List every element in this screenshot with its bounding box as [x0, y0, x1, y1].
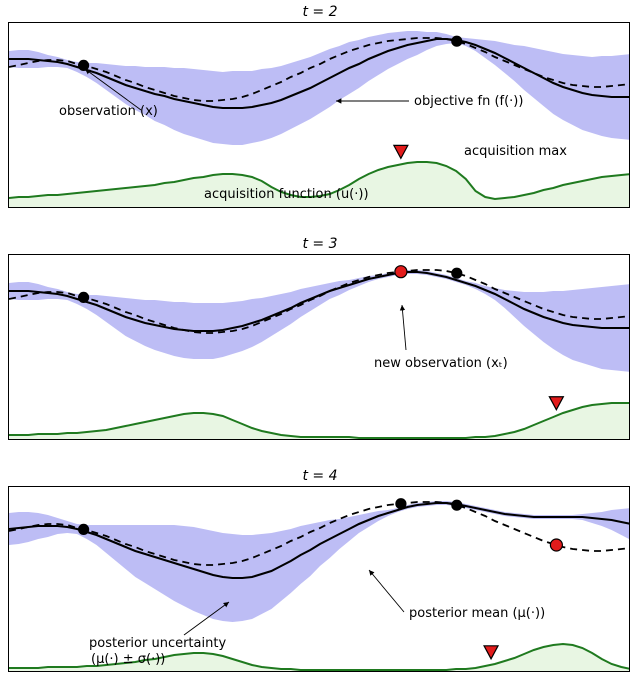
acquisition-max-marker: [484, 646, 498, 659]
panel-title: t = 4: [0, 468, 640, 484]
annotation-arrow: [402, 305, 406, 350]
observation-dot: [452, 268, 462, 278]
observation-dot: [452, 500, 462, 510]
annotation-arrow: [369, 570, 404, 612]
new-observation-dot: [550, 539, 562, 551]
annotation-label: new observation (xₜ): [374, 356, 508, 371]
bayesopt-figure: t = 2 observation (x) objective fn (f(·)) a…: [0, 4, 640, 672]
panel-title: t = 2: [0, 4, 640, 20]
acquisition-max-marker: [394, 145, 408, 158]
annotation-label: posterior mean (μ(·)): [409, 606, 545, 621]
panel-t2: observation (x) objective fn (f(·)) acquis…: [8, 22, 630, 208]
annotation-label: observation (x): [59, 104, 158, 119]
posterior-uncertainty-band: [9, 501, 630, 622]
panel-t4: posterior mean (μ(·)) posterior uncertain…: [8, 486, 630, 672]
observation-dot: [396, 499, 406, 509]
panel-t3: new observation (xₜ): [8, 254, 630, 440]
annotation-label: acquisition function (u(·)): [204, 187, 369, 202]
posterior-uncertainty-band: [9, 270, 630, 372]
annotation-label: acquisition max: [464, 144, 567, 159]
acquisition-fill: [9, 403, 630, 440]
observation-dot: [79, 292, 89, 302]
new-observation-dot: [395, 266, 407, 278]
annotation-label: objective fn (f(·)): [414, 94, 523, 109]
acquisition-max-marker: [549, 397, 563, 410]
observation-dot: [79, 524, 89, 534]
annotation-label: posterior uncertainty: [89, 636, 226, 651]
observation-dot: [452, 36, 462, 46]
observation-dot: [79, 60, 89, 70]
panel-title: t = 3: [0, 236, 640, 252]
annotation-label: (μ(·) ± σ(·)): [91, 652, 165, 667]
posterior-uncertainty-band: [9, 31, 630, 145]
